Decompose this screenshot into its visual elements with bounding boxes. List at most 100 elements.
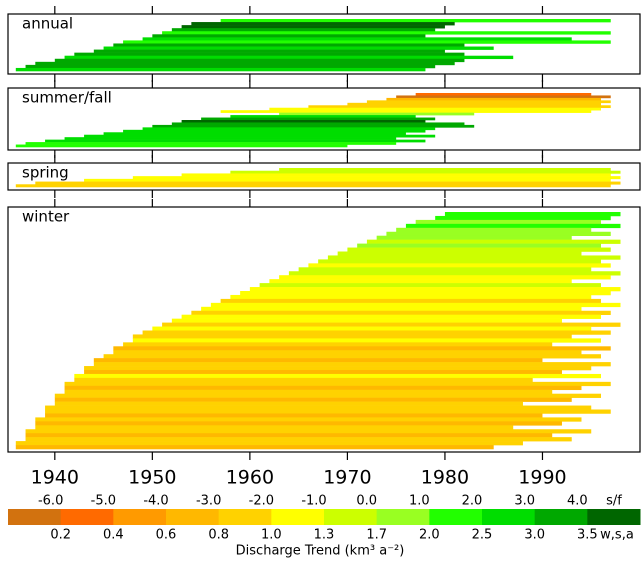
trend-bar (45, 413, 543, 418)
colorbar-bottom-tick-label: 3.5 (577, 528, 598, 543)
trend-bar (132, 176, 621, 180)
trend-bar (152, 326, 592, 331)
panel-label: winter (22, 208, 70, 226)
colorbar-title: Discharge Trend (km³ a⁻²) (236, 544, 405, 559)
trend-bar (84, 178, 611, 182)
trend-bar (191, 310, 611, 315)
colorbar-top-label: s/f (606, 494, 622, 509)
colorbar-top-tick-label: 1.0 (409, 494, 430, 509)
colorbar-bin (60, 509, 114, 525)
colorbar-bin (218, 509, 272, 525)
colorbar-top-tick-label: 2.0 (462, 494, 483, 509)
colorbar-bottom-label: w,s,a (600, 528, 634, 543)
panel-frame (7, 162, 641, 191)
trend-bar (269, 107, 601, 111)
panel-frame (7, 206, 641, 453)
trend-bar (230, 170, 621, 174)
trend-bar (35, 61, 455, 66)
trend-bar (327, 255, 621, 260)
trend-bar (386, 97, 601, 101)
trend-bar (162, 31, 611, 35)
panel-frame (7, 87, 641, 151)
trend-bar (415, 93, 592, 96)
trend-bar (318, 259, 601, 264)
trend-bar (25, 64, 436, 69)
x-tick-label: 1960 (226, 467, 274, 489)
trend-bar (220, 110, 592, 113)
trend-bar (93, 49, 445, 53)
colorbar-bin (8, 509, 62, 525)
trend-bar (298, 267, 592, 272)
trend-bar (230, 294, 592, 300)
trend-bar (15, 184, 611, 188)
trend-bar (93, 362, 611, 367)
trend-bar (84, 134, 436, 138)
trend-bar (45, 405, 592, 410)
colorbar-bin (534, 509, 588, 525)
colorbar-bottom-tick-label: 2.5 (472, 528, 493, 543)
trend-bar (181, 173, 611, 177)
trend-bar (54, 58, 465, 63)
trend-bar (64, 389, 553, 394)
trend-bar (15, 144, 348, 148)
trend-bar (210, 302, 621, 308)
trend-bar (54, 393, 601, 398)
colorbar-top-tick-label: -3.0 (196, 494, 221, 509)
trend-bar (337, 251, 582, 256)
x-tick-label: 1970 (323, 467, 371, 489)
x-tick-label: 1950 (128, 467, 176, 489)
trend-bar (54, 397, 572, 402)
trend-bar (142, 330, 611, 335)
colorbar-top-tick-label: 4.0 (567, 494, 588, 509)
trend-bar (103, 354, 601, 359)
colorbar-bin (429, 509, 483, 525)
trend-bar (74, 377, 533, 383)
trend-bar (376, 235, 572, 240)
trend-bar (288, 271, 621, 276)
trend-bar (15, 67, 426, 72)
trend-bar (64, 385, 582, 391)
trend-bar (181, 314, 601, 319)
trend-bar (201, 306, 582, 312)
colorbar-top-tick-label: 0.0 (356, 494, 377, 509)
trend-bar (171, 28, 436, 32)
trend-bar (142, 37, 572, 41)
trend-bar (181, 120, 426, 123)
panel-label: summer/fall (22, 89, 112, 107)
trend-bar (444, 212, 621, 217)
trend-bar (64, 137, 397, 140)
trend-bar (220, 19, 611, 23)
colorbar-bottom-tick-label: 2.0 (419, 528, 440, 543)
trend-bar (132, 334, 572, 339)
trend-bar (396, 227, 592, 233)
trend-bar (201, 117, 436, 121)
colorbar-bottom-tick-label: 1.7 (366, 528, 387, 543)
trend-bar (308, 263, 611, 268)
trend-bar (54, 401, 523, 406)
colorbar-bottom-tick-label: 0.8 (208, 528, 229, 543)
colorbar-bin (587, 509, 641, 525)
trend-bar (25, 433, 553, 438)
trend-bar (435, 215, 611, 221)
trend-bar (240, 291, 611, 296)
trend-bar (35, 181, 621, 185)
trend-bar (162, 322, 621, 327)
trend-bar (269, 279, 572, 284)
trend-bar (84, 366, 592, 371)
colorbar-bottom-tick-label: 3.0 (524, 528, 545, 543)
trend-bar (15, 445, 494, 450)
trend-bar (386, 231, 611, 236)
trend-bar (123, 129, 426, 133)
panel-frame (7, 13, 641, 75)
colorbar-bottom-tick-label: 0.2 (50, 528, 71, 543)
trend-bar (74, 373, 601, 379)
trend-bar (45, 139, 426, 143)
trend-bar (35, 421, 562, 426)
trend-bar (35, 425, 514, 430)
trend-bar (15, 441, 523, 446)
trend-bar (366, 100, 611, 104)
trend-bar (35, 417, 582, 422)
trend-bar (366, 239, 621, 244)
trend-bar (220, 298, 601, 304)
